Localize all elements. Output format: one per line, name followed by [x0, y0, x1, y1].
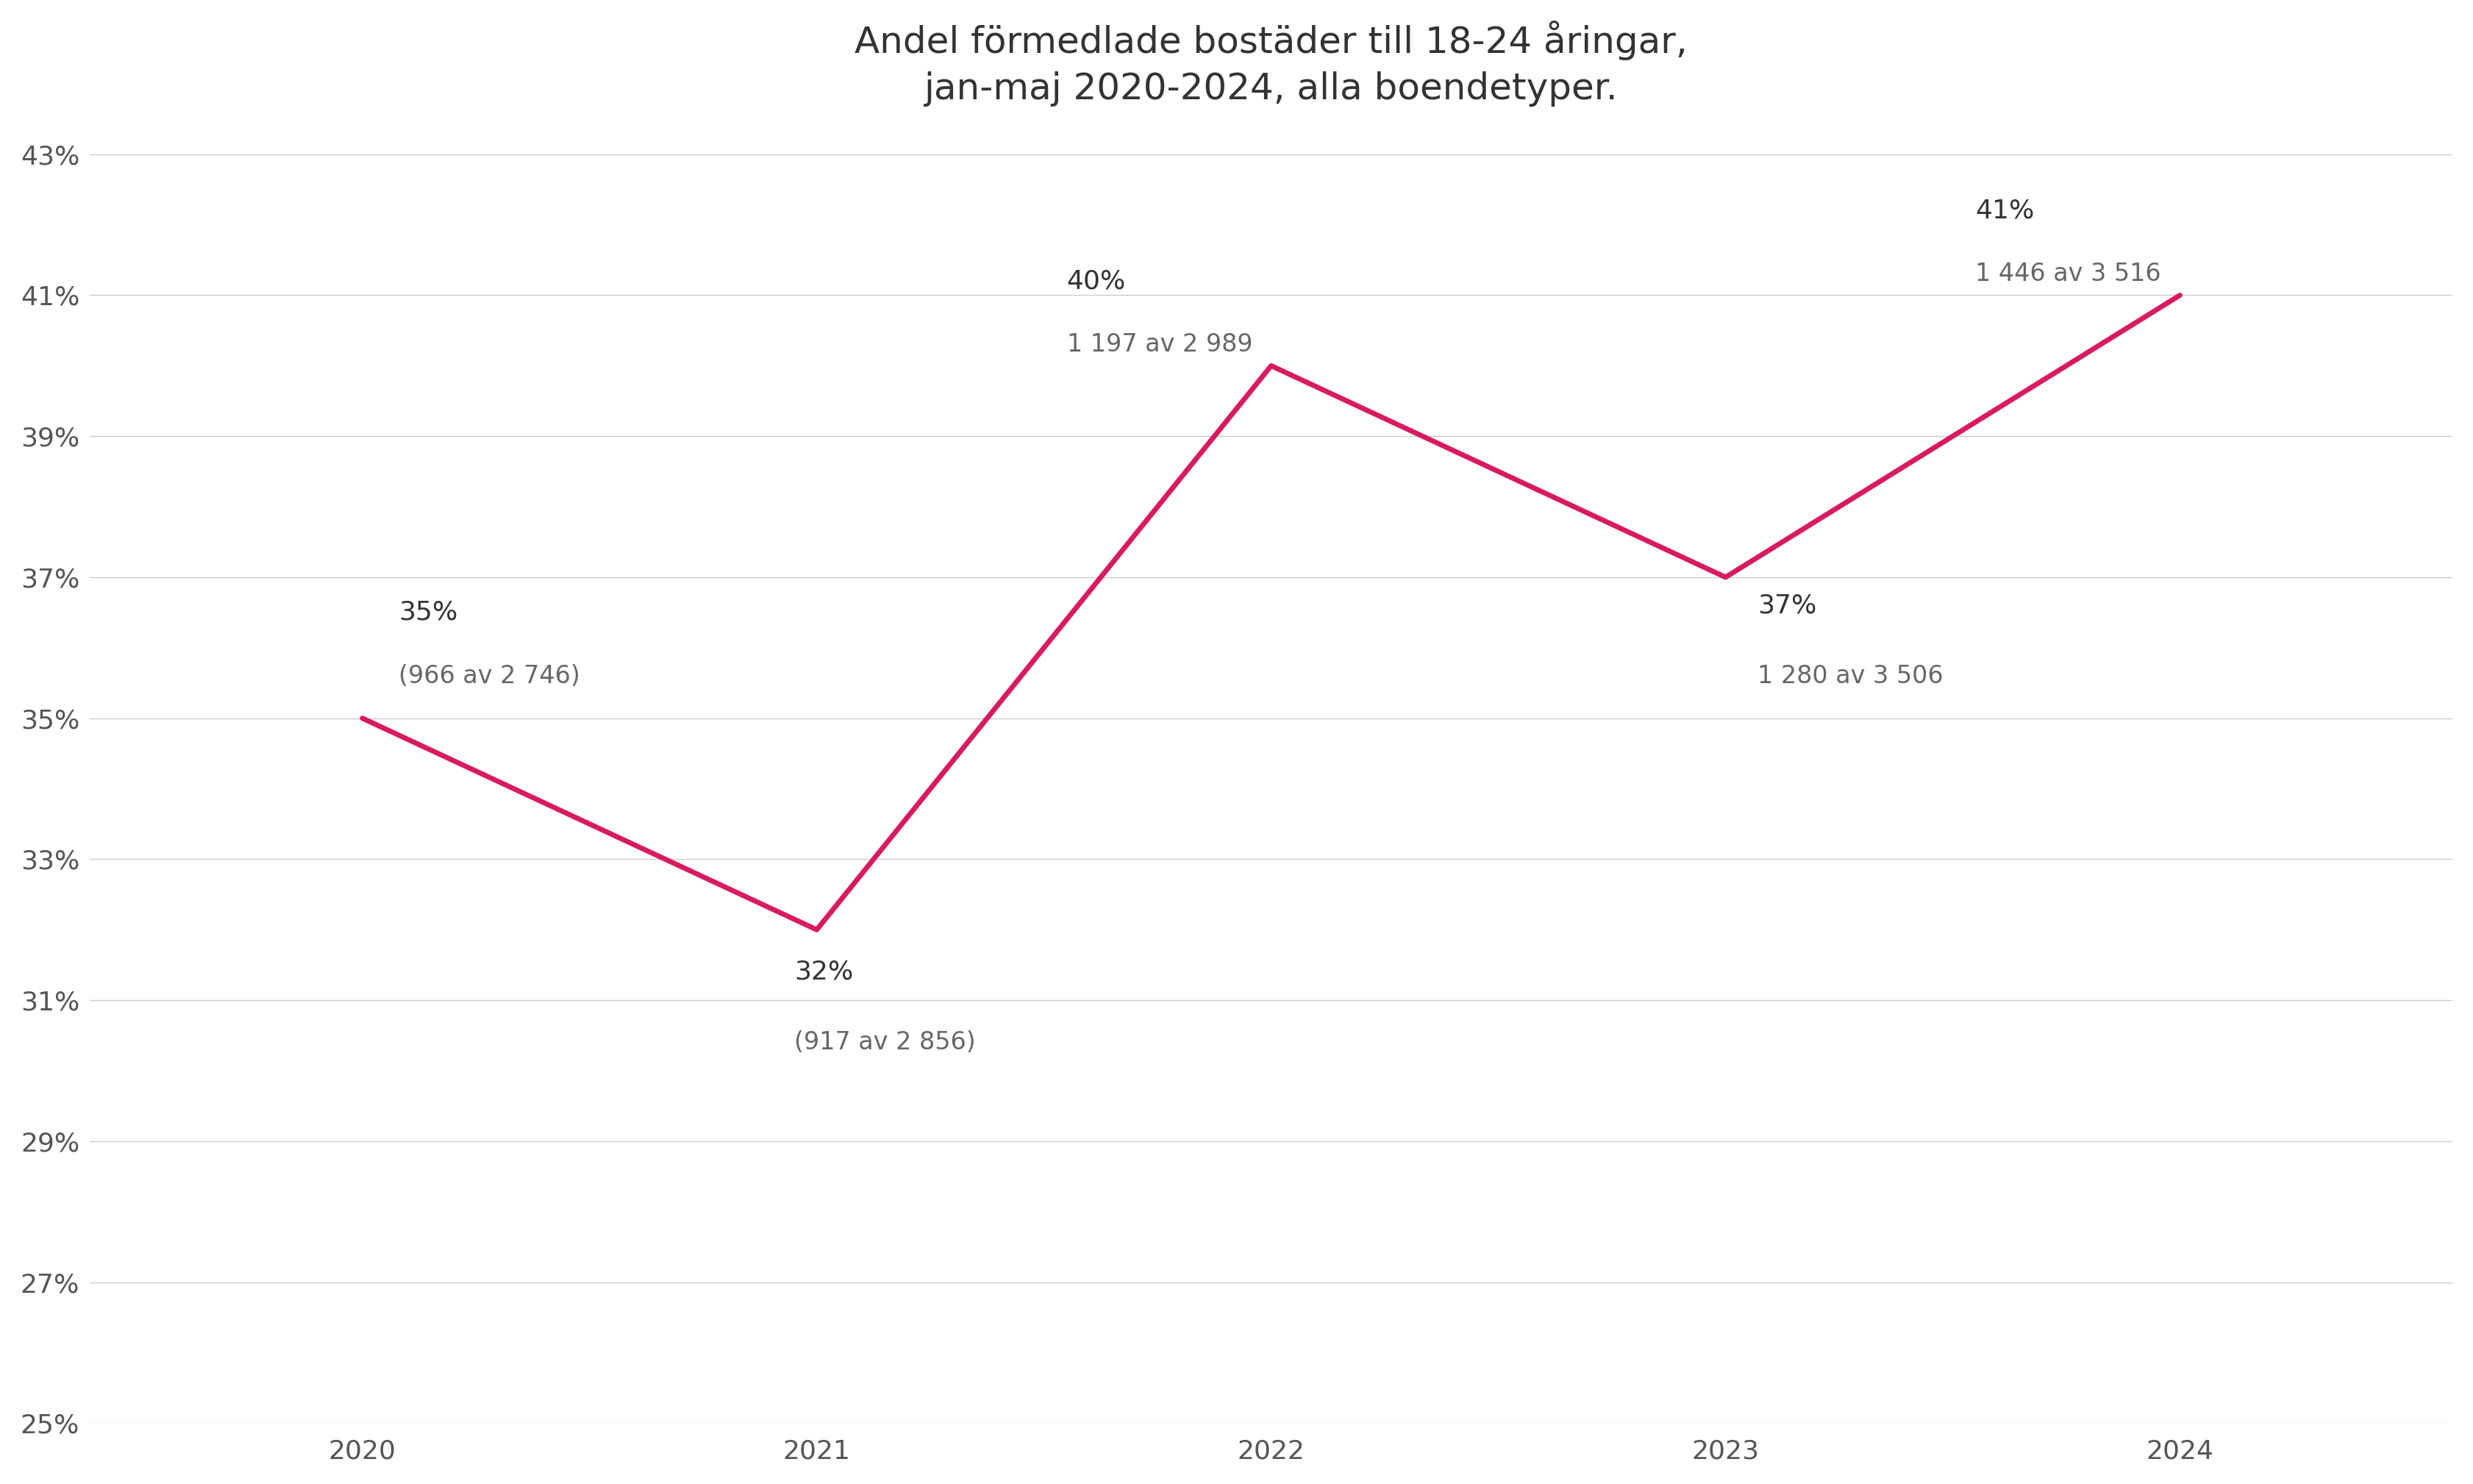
Text: 41%: 41%: [1976, 199, 2035, 223]
Text: (917 av 2 856): (917 av 2 856): [794, 1030, 974, 1055]
Text: (966 av 2 746): (966 av 2 746): [398, 663, 581, 689]
Title: Andel förmedlade bostäder till 18-24 åringar,
jan-maj 2020-2024, alla boendetype: Andel förmedlade bostäder till 18-24 åri…: [856, 21, 1687, 107]
Text: 40%: 40%: [1066, 269, 1125, 294]
Text: 32%: 32%: [794, 960, 853, 984]
Text: 1 446 av 3 516: 1 446 av 3 516: [1976, 263, 2161, 286]
Text: 35%: 35%: [398, 600, 458, 625]
Text: 1 197 av 2 989: 1 197 av 2 989: [1066, 332, 1251, 356]
Text: 37%: 37%: [1758, 594, 1818, 617]
Text: 1 280 av 3 506: 1 280 av 3 506: [1758, 663, 1944, 689]
